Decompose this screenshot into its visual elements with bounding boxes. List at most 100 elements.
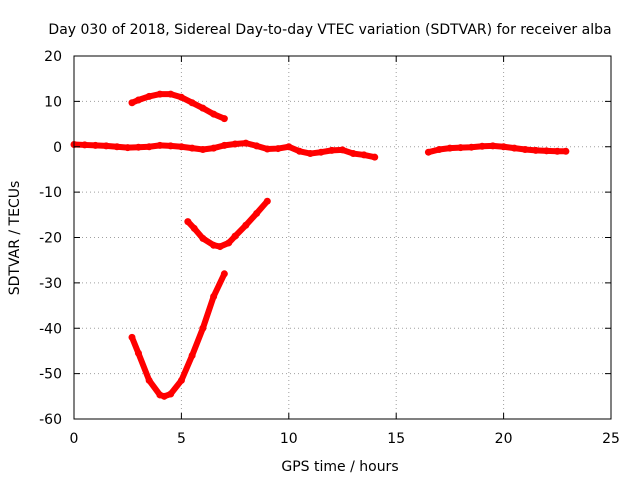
data-point (253, 209, 261, 217)
data-point (145, 92, 153, 100)
x-tick-label: 15 (387, 431, 405, 447)
data-point (489, 142, 497, 150)
data-point (210, 144, 218, 152)
y-tick-label: 10 (44, 94, 62, 110)
data-point (220, 270, 228, 278)
data-point (167, 90, 175, 98)
data-point (296, 147, 304, 155)
data-point (188, 99, 196, 107)
chart-title: Day 030 of 2018, Sidereal Day-to-day VTE… (48, 22, 611, 38)
data-point (177, 376, 185, 384)
y-tick-label: -40 (39, 321, 62, 337)
data-point (253, 142, 261, 150)
x-tick-label: 5 (177, 431, 186, 447)
series-arc-positive (128, 90, 228, 123)
data-point (145, 143, 153, 151)
grid-lines (74, 56, 611, 419)
data-point (263, 145, 271, 153)
data-point (210, 292, 218, 300)
data-point (81, 141, 89, 149)
series-arc-minus-50 (128, 270, 228, 400)
data-point (134, 143, 142, 151)
y-tick-label: 0 (53, 140, 62, 156)
data-point (199, 104, 207, 112)
data-point (134, 349, 142, 357)
data-point (457, 144, 465, 152)
data-point (467, 143, 475, 151)
data-point (199, 145, 207, 153)
data-point (167, 142, 175, 150)
y-tick-label: -50 (39, 367, 62, 383)
data-point (210, 241, 218, 249)
data-point (435, 145, 443, 153)
data-point (156, 90, 164, 98)
series-line (128, 270, 228, 400)
data-point (184, 218, 192, 226)
data-point (424, 148, 432, 156)
data-point (124, 144, 132, 152)
data-point (339, 146, 346, 154)
data-point (220, 141, 228, 149)
data-point (167, 390, 175, 398)
data-point (145, 376, 153, 384)
y-axis-label: SDTVAR / TECUs (7, 181, 23, 296)
y-tick-label: 20 (44, 49, 62, 65)
data-point (177, 93, 185, 101)
data-point (91, 141, 99, 149)
x-tick-label: 25 (602, 431, 620, 447)
data-point (225, 239, 233, 247)
y-tick-label: -20 (39, 231, 62, 247)
data-point (156, 141, 164, 149)
x-tick-label: 0 (70, 431, 79, 447)
x-tick-label: 20 (495, 431, 513, 447)
data-point (102, 142, 110, 150)
series-line (184, 198, 271, 250)
data-point (371, 153, 379, 161)
axis-labels: 0 5 10 15 20 25 20 10 0 -10 -20 -30 -40 -50 -60 (39, 49, 620, 447)
data-point (128, 99, 136, 107)
data-point (113, 143, 121, 151)
data-point (199, 234, 207, 242)
data-point (188, 351, 196, 359)
data-point (328, 146, 336, 154)
series-arc-minus-20 (184, 197, 271, 251)
data-point (274, 145, 282, 153)
data-point (190, 224, 198, 232)
data-point (199, 324, 207, 332)
data-point (134, 96, 142, 104)
y-tick-label: -10 (39, 185, 62, 201)
y-tick-label: -30 (39, 276, 62, 292)
data-point (306, 150, 314, 158)
data-point (349, 150, 357, 158)
data-point (210, 110, 218, 118)
data-point (562, 147, 570, 155)
data-series (70, 90, 570, 400)
series-track-near-zero-2 (424, 142, 570, 156)
data-point (553, 147, 561, 155)
data-point (242, 221, 250, 229)
data-point (317, 148, 325, 156)
data-point (521, 145, 529, 153)
data-point (188, 144, 196, 152)
data-point (543, 147, 551, 155)
x-axis-label: GPS time / hours (281, 459, 398, 475)
y-tick-label: -60 (39, 412, 62, 428)
data-point (446, 144, 454, 152)
data-point (160, 392, 168, 400)
data-point (231, 232, 239, 240)
axis-ticks (73, 55, 612, 420)
data-point (285, 143, 293, 151)
data-point (478, 142, 486, 150)
series-line (128, 91, 228, 122)
data-point (360, 151, 368, 159)
data-point (216, 243, 224, 251)
data-point (177, 143, 185, 151)
series-track-near-zero-1 (70, 139, 379, 161)
data-point (231, 140, 239, 148)
data-point (220, 115, 228, 123)
data-point (128, 333, 136, 341)
data-point (510, 144, 518, 152)
data-point (532, 146, 540, 154)
data-point (242, 139, 250, 147)
